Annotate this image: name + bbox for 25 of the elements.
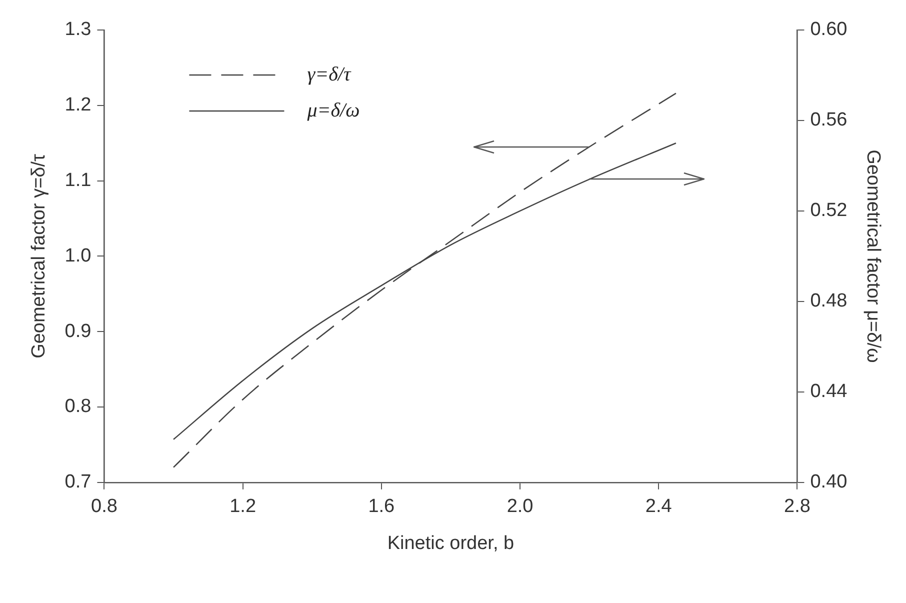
y2-tick-label: 0.40 bbox=[810, 472, 848, 493]
y2-tick-label: 0.56 bbox=[810, 110, 848, 131]
y2-tick-label: 0.52 bbox=[810, 200, 848, 222]
y2-tick-label: 0.60 bbox=[810, 19, 848, 40]
x-tick-label: 2.0 bbox=[506, 496, 534, 518]
y-tick-label: 1.3 bbox=[64, 19, 92, 40]
y-tick-label: 0.9 bbox=[64, 320, 92, 342]
x-tick-label: 2.4 bbox=[645, 496, 672, 518]
line-series bbox=[172, 92, 677, 468]
legend-label: μ=δ/ω bbox=[306, 99, 360, 122]
legend-label: γ=δ/τ bbox=[307, 63, 352, 86]
x-axis-title: Kinetic order, b bbox=[387, 532, 514, 554]
y2-tick-label: 0.44 bbox=[810, 381, 848, 402]
y-tick-label: 0.8 bbox=[64, 396, 92, 418]
x-tick-label: 1.6 bbox=[368, 496, 395, 518]
y-tick-label: 1.0 bbox=[64, 245, 92, 266]
x-tick-label: 2.8 bbox=[784, 496, 810, 518]
y2-tick-label: 0.48 bbox=[810, 290, 848, 312]
x-tick-label: 0.8 bbox=[91, 496, 118, 518]
y-axis-title: Geometrical factor γ=δ/τ bbox=[28, 153, 50, 358]
y-tick-label: 0.7 bbox=[64, 472, 92, 493]
y-tick-label: 1.2 bbox=[64, 94, 92, 116]
y2-axis-title: Geometrical factor μ=δ/ω bbox=[862, 150, 884, 363]
y-tick-label: 1.1 bbox=[64, 170, 92, 192]
x-tick-label: 1.2 bbox=[230, 496, 256, 518]
